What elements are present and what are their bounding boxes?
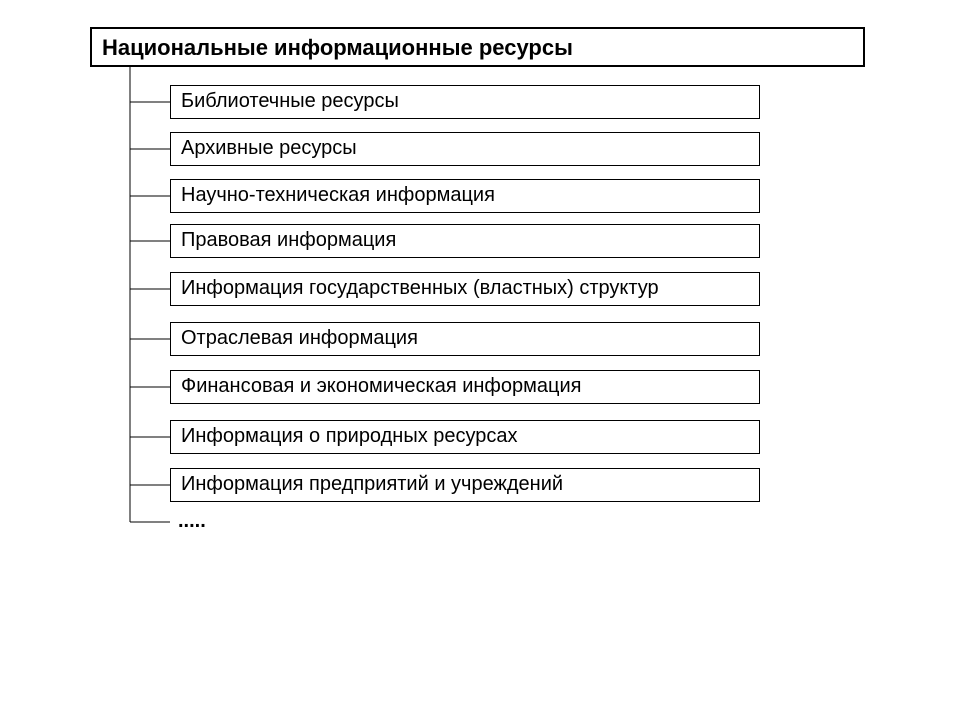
child-node: Библиотечные ресурсы [170,85,760,119]
child-node-label: Правовая информация [181,229,396,251]
root-node-label: Национальные информационные ресурсы [102,35,573,60]
child-node: Архивные ресурсы [170,132,760,166]
child-node: Финансовая и экономическая информация [170,370,760,404]
child-node-label: Финансовая и экономическая информация [181,375,581,397]
root-node: Национальные информационные ресурсы [90,27,865,67]
child-node-label: Информация предприятий и учреждений [181,473,563,495]
ellipsis-node: ..... [178,510,206,533]
diagram-canvas: Национальные информационные ресурсы Библ… [0,0,960,720]
child-node: Информация о природных ресурсах [170,420,760,454]
child-node: Информация государственных (властных) ст… [170,272,760,306]
child-node: Правовая информация [170,224,760,258]
child-node-label: Отраслевая информация [181,327,418,349]
child-node-label: Библиотечные ресурсы [181,90,399,112]
child-node-label: Информация государственных (властных) ст… [181,277,659,299]
child-node: Информация предприятий и учреждений [170,468,760,502]
child-node: Отраслевая информация [170,322,760,356]
child-node: Научно-техническая информация [170,179,760,213]
child-node-label: Научно-техническая информация [181,184,495,206]
child-node-label: Информация о природных ресурсах [181,425,518,447]
ellipsis-label: ..... [178,510,206,532]
child-node-label: Архивные ресурсы [181,137,357,159]
